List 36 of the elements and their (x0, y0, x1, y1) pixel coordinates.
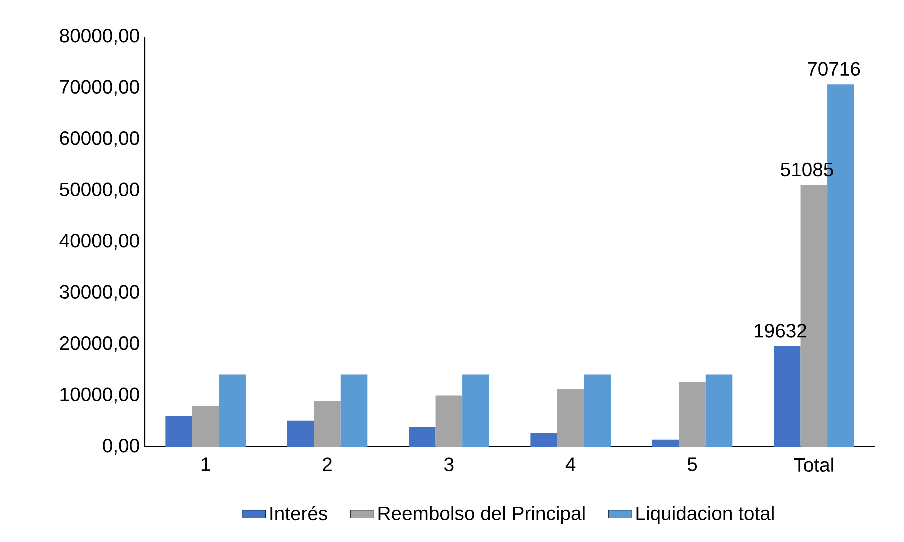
y-tick-label: 30000,00 (60, 285, 140, 302)
y-tick-label: 50000,00 (60, 182, 140, 199)
y-tick-label: 70000,00 (60, 80, 140, 96)
y-tick-label: 40000,00 (60, 234, 140, 250)
bar (462, 374, 490, 447)
y-tick-label: 10000,00 (60, 388, 140, 404)
y-tick-label: 0,00 (103, 438, 140, 455)
bar (314, 401, 341, 447)
bar (166, 416, 192, 447)
bar (192, 406, 220, 447)
x-tick-label: Total (794, 458, 834, 472)
bar (706, 374, 733, 447)
bar (557, 389, 584, 447)
bar (409, 427, 436, 447)
legend-label: Reembolso del Principal (378, 506, 585, 524)
bar (287, 420, 314, 447)
bar (530, 433, 558, 447)
x-tick-label: 4 (566, 458, 576, 472)
bar (584, 374, 611, 447)
bar (652, 440, 680, 447)
y-tick-label: 20000,00 (60, 336, 140, 352)
bar (340, 374, 368, 447)
y-tick-label: 60000,00 (60, 131, 140, 148)
legend-label: Interés (270, 506, 328, 521)
x-tick-label: 5 (688, 458, 698, 472)
data-label: 70716 (808, 62, 860, 76)
bar (219, 374, 246, 447)
x-tick-label: 3 (444, 458, 454, 472)
bar (436, 396, 463, 447)
bar (679, 382, 706, 447)
x-tick-label: 1 (202, 458, 210, 472)
y-tick-label: 80000,00 (60, 28, 140, 45)
data-label: 19632 (755, 324, 806, 338)
legend-label: Liquidacion total (636, 506, 774, 524)
x-tick-label: 2 (323, 458, 332, 472)
bar (774, 346, 801, 447)
